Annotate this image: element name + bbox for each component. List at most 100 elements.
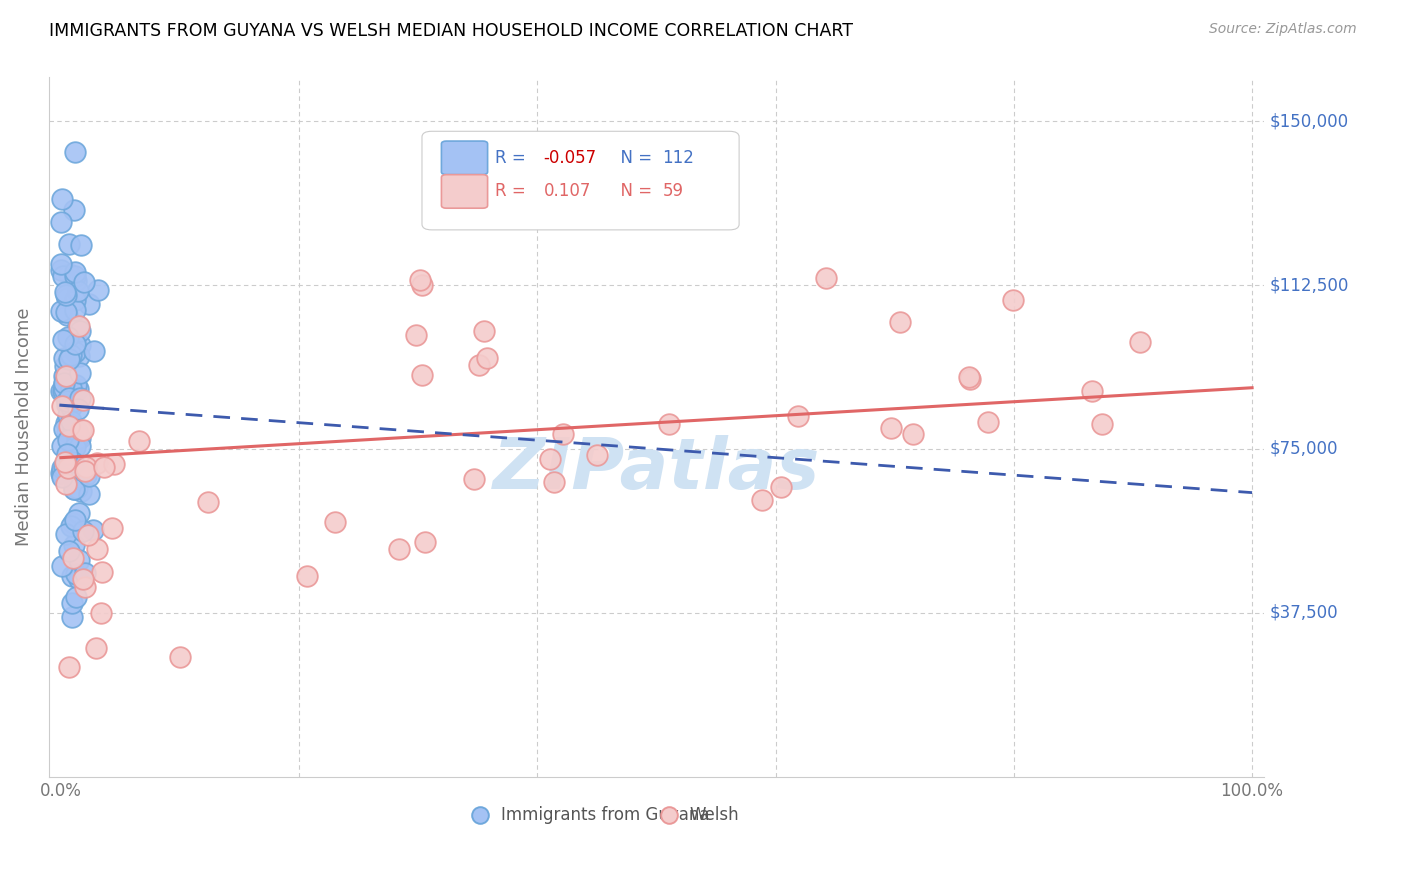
Point: [69, 325, 91, 339]
Text: ZIPatlas: ZIPatlas: [492, 434, 820, 503]
Point: [66, 425, 89, 439]
Point: [59, 462, 82, 476]
Point: [63, 482, 86, 496]
Point: [52, 376, 75, 390]
Point: [86, 542, 108, 557]
Point: [58, 236, 80, 251]
Point: [69, 366, 91, 380]
Point: [93, 460, 115, 475]
Point: [58, 431, 80, 445]
Point: [65, 566, 87, 581]
Point: [60, 610, 83, 624]
Point: [128, 434, 150, 448]
Point: [91, 566, 114, 580]
Point: [51, 439, 73, 453]
Point: [53, 422, 76, 436]
Text: N =: N =: [610, 149, 658, 167]
Point: [63, 345, 86, 359]
Point: [55, 288, 77, 302]
Point: [65, 338, 87, 352]
Point: [77, 487, 100, 501]
Point: [58, 408, 80, 422]
Point: [76, 528, 98, 542]
Point: [468, 358, 491, 372]
Point: [63, 482, 86, 496]
Point: [51, 215, 73, 229]
Point: [83, 344, 105, 359]
Point: [65, 590, 87, 604]
Point: [586, 448, 609, 462]
Point: [62, 454, 84, 468]
Point: [56, 461, 79, 475]
Point: [69, 338, 91, 352]
Point: [67, 553, 90, 567]
Text: R =: R =: [495, 183, 536, 201]
Point: [889, 315, 911, 329]
Point: [1001, 293, 1024, 307]
Point: [51, 466, 73, 480]
Point: [63, 538, 86, 552]
Point: [58, 391, 80, 405]
Point: [101, 521, 124, 535]
Point: [51, 399, 73, 413]
Point: [475, 351, 498, 365]
Point: [65, 275, 87, 289]
Text: $37,500: $37,500: [1270, 604, 1339, 622]
Point: [197, 494, 219, 508]
Point: [56, 393, 79, 408]
Point: [73, 566, 96, 581]
Point: [52, 460, 75, 475]
Point: [59, 414, 82, 428]
FancyBboxPatch shape: [422, 131, 740, 230]
Text: Source: ZipAtlas.com: Source: ZipAtlas.com: [1209, 22, 1357, 37]
Point: [297, 569, 319, 583]
Point: [959, 372, 981, 386]
Point: [60, 519, 83, 533]
Point: [63, 145, 86, 160]
Point: [77, 297, 100, 311]
Point: [52, 384, 75, 398]
Point: [472, 325, 495, 339]
Point: [65, 471, 87, 485]
Point: [51, 461, 73, 475]
Text: R =: R =: [495, 149, 531, 167]
Point: [51, 303, 73, 318]
Point: [72, 572, 94, 586]
Point: [903, 426, 925, 441]
Point: [977, 416, 1000, 430]
Point: [53, 285, 76, 299]
Text: Immigrants from Guyana: Immigrants from Guyana: [501, 806, 710, 824]
Point: [51, 559, 73, 574]
Point: [67, 319, 90, 334]
Point: [543, 475, 565, 489]
Point: [55, 447, 77, 461]
Point: [75, 460, 97, 475]
Point: [63, 303, 86, 318]
Text: N =: N =: [610, 183, 658, 201]
Point: [52, 351, 75, 366]
Point: [53, 455, 76, 469]
Point: [58, 433, 80, 447]
Point: [53, 368, 76, 382]
FancyBboxPatch shape: [441, 141, 488, 175]
Point: [55, 398, 77, 412]
Text: -0.057: -0.057: [544, 149, 596, 167]
Point: [58, 543, 80, 558]
FancyBboxPatch shape: [441, 175, 488, 208]
Point: [51, 192, 73, 206]
Point: [59, 348, 82, 362]
Point: [52, 334, 75, 348]
Point: [787, 409, 810, 423]
Point: [62, 395, 84, 409]
Point: [55, 304, 77, 318]
Point: [87, 283, 110, 297]
Point: [63, 293, 86, 307]
Point: [63, 513, 86, 527]
Point: [52, 268, 75, 283]
Point: [538, 452, 561, 467]
Point: [84, 640, 107, 655]
Point: [69, 431, 91, 445]
Point: [1080, 384, 1102, 398]
Point: [51, 469, 73, 483]
Point: [814, 271, 837, 285]
